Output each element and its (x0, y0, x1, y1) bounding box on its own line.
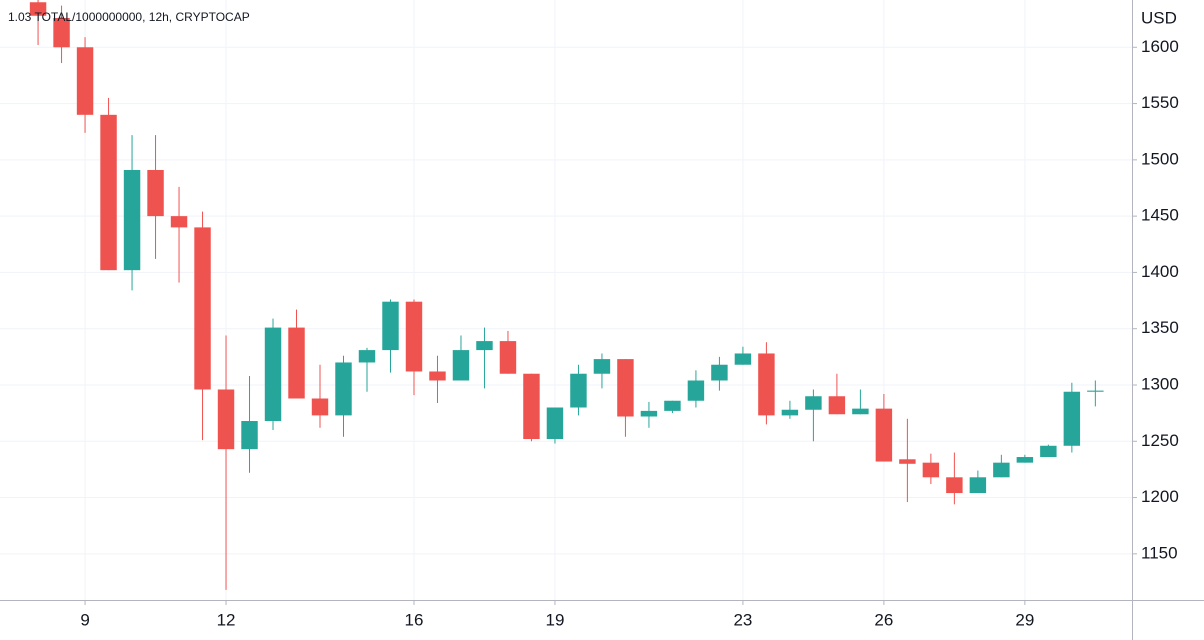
candle-body (946, 477, 963, 494)
y-tick-label: 1550 (1141, 93, 1179, 112)
y-axis-label: USD (1141, 8, 1177, 27)
candle-body (335, 362, 352, 416)
candle-body (499, 341, 517, 374)
candle-body (617, 359, 634, 417)
candle-body (969, 477, 987, 494)
candle-body (993, 462, 1010, 478)
candle-body (476, 341, 493, 351)
x-tick-label: 19 (545, 610, 564, 629)
candle-body (1087, 390, 1104, 392)
candle-body (875, 408, 893, 462)
y-tick-label: 1450 (1141, 206, 1179, 225)
candle-body (29, 2, 47, 16)
candle-body (194, 227, 211, 390)
candle-body (922, 462, 940, 478)
candle-body (241, 421, 258, 450)
candle-body (264, 327, 282, 422)
candle-body (664, 400, 681, 411)
candle-body (53, 18, 70, 48)
candle-body (100, 114, 117, 271)
candle-body (123, 169, 141, 271)
x-tick-label: 29 (1015, 610, 1034, 629)
candle-body (452, 350, 470, 381)
x-tick-label: 26 (874, 610, 893, 629)
candle-body (805, 396, 822, 410)
candle-body (852, 408, 869, 415)
candle-body (593, 359, 611, 374)
candle-body (734, 353, 752, 365)
y-tick-label: 1250 (1141, 431, 1179, 450)
candle-body (546, 407, 564, 440)
candle-body (429, 371, 446, 381)
y-tick-label: 1300 (1141, 374, 1179, 393)
y-tick-label: 1150 (1141, 543, 1178, 562)
candle-body (758, 353, 775, 416)
y-tick-label: 1600 (1141, 37, 1179, 56)
x-tick-label: 23 (733, 610, 752, 629)
candle-body (170, 216, 188, 228)
y-tick-label: 1500 (1141, 149, 1179, 168)
candle-body (217, 389, 235, 450)
y-tick-label: 1200 (1141, 487, 1179, 506)
candle-body (828, 396, 846, 415)
x-tick-label: 12 (217, 610, 236, 629)
y-tick-label: 1350 (1141, 318, 1179, 337)
candle-body (1040, 445, 1057, 458)
candle-body (382, 301, 399, 351)
candle-body (1063, 391, 1081, 446)
candle-body (899, 459, 916, 464)
candle-body (405, 301, 423, 372)
y-tick-label: 1400 (1141, 262, 1179, 281)
candle-body (711, 364, 728, 381)
candle-body (523, 373, 540, 440)
candle-body (76, 47, 94, 115)
candle-body (358, 350, 376, 363)
candle-body (311, 398, 329, 416)
candle-body (570, 373, 587, 408)
candles (29, 0, 1104, 590)
x-tick-label: 9 (80, 610, 89, 629)
chart-title: 1.03 TOTAL/1000000000, 12h, CRYPTOCAP (8, 10, 250, 24)
candle-body (288, 327, 305, 399)
candle-body (781, 409, 799, 416)
candle-body (640, 410, 658, 417)
candle-body (1016, 457, 1034, 463)
candle-body (147, 169, 164, 217)
x-tick-label: 16 (405, 610, 424, 629)
candle-body (687, 380, 705, 401)
